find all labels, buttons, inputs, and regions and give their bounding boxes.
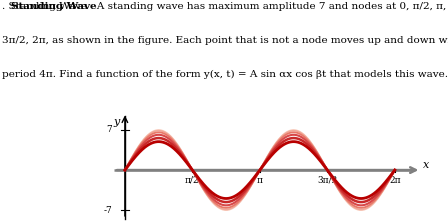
Text: x: x bbox=[423, 160, 430, 170]
Text: . Standing Wave   A standing wave has maximum amplitude 7 and nodes at 0, π/2, π: . Standing Wave A standing wave has maxi… bbox=[2, 2, 447, 11]
Text: -7: -7 bbox=[103, 206, 112, 215]
Text: 7: 7 bbox=[106, 125, 112, 134]
Text: 2π: 2π bbox=[389, 176, 401, 185]
Text: y: y bbox=[113, 117, 120, 127]
Text: period 4π. Find a function of the form y(x, t) = A sin αx cos βt that models thi: period 4π. Find a function of the form y… bbox=[2, 69, 448, 79]
Text: 3π/2, 2π, as shown in the figure. Each point that is not a node moves up and dow: 3π/2, 2π, as shown in the figure. Each p… bbox=[2, 36, 448, 45]
Text: Standing Wave: Standing Wave bbox=[11, 2, 97, 11]
Text: π: π bbox=[257, 176, 263, 185]
Text: π/2: π/2 bbox=[185, 176, 200, 185]
Text: 3π/2: 3π/2 bbox=[317, 176, 337, 185]
